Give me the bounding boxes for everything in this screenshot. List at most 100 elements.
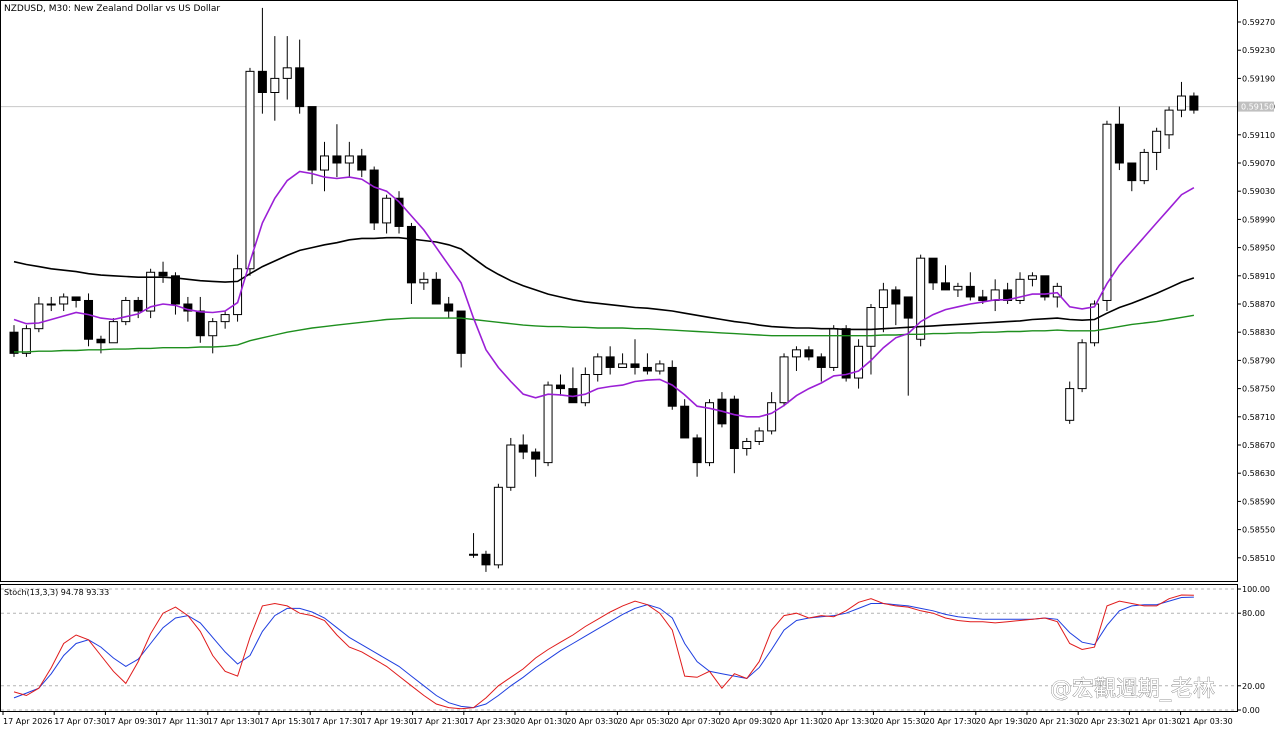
- bull-candle: [382, 197, 392, 224]
- bear-candle: [158, 271, 168, 277]
- price-tick-label: 0.59070: [1242, 159, 1275, 168]
- bull-candle: [1052, 285, 1062, 298]
- bull-candle: [282, 67, 292, 79]
- bull-candle: [754, 430, 764, 442]
- bull-candle: [543, 384, 553, 464]
- bear-candle: [170, 275, 180, 305]
- bear-candle: [1114, 123, 1124, 164]
- time-tick-label: 20 Apr 09:30: [720, 717, 772, 726]
- symbol-label: NZDUSD, M30: New Zealand Dollar vs US Do…: [4, 4, 220, 14]
- time-tick-label: 20 Apr 17:30: [925, 717, 977, 726]
- indicator-label: Stoch(13,3,3) 94.78 93.33: [4, 588, 109, 597]
- bear-candle: [1127, 162, 1137, 182]
- time-tick-label: 17 Apr 21:30: [413, 717, 465, 726]
- bear-candle: [729, 398, 739, 450]
- bear-candle: [531, 451, 541, 460]
- bear-candle: [965, 285, 975, 298]
- bull-candle: [618, 363, 628, 368]
- bear-candle: [444, 303, 454, 312]
- watermark: @宏觀週期_老林: [1050, 677, 1215, 702]
- price-tick-label: 0.59030: [1242, 187, 1275, 196]
- bear-candle: [928, 257, 938, 284]
- bull-candle: [655, 363, 665, 372]
- bear-candle: [295, 67, 305, 108]
- bull-candle: [580, 374, 590, 404]
- bull-candle: [59, 296, 69, 305]
- time-tick-label: 20 Apr 07:30: [669, 717, 721, 726]
- price-tick-label: 0.58910: [1242, 272, 1275, 281]
- bull-candle: [245, 70, 255, 270]
- bear-candle: [357, 155, 367, 171]
- time-tick-label: 17 Apr 15:30: [259, 717, 311, 726]
- bull-candle: [1102, 123, 1112, 301]
- price-tick-label: 0.58870: [1242, 300, 1275, 309]
- bull-candle: [791, 349, 801, 358]
- bull-candle: [419, 278, 429, 284]
- time-tick-label: 17 Apr 17:30: [310, 717, 362, 726]
- price-tick-label: 0.58590: [1242, 497, 1275, 506]
- ma-fast-line: [13, 170, 1195, 418]
- bull-candle: [270, 77, 280, 94]
- price-tick-label: 0.58950: [1242, 244, 1275, 253]
- bear-candle: [903, 296, 913, 319]
- moving-averages: [13, 170, 1195, 418]
- bear-candle: [1040, 275, 1050, 298]
- bull-candle: [593, 356, 603, 375]
- time-tick-label: 20 Apr 03:30: [566, 717, 618, 726]
- bull-candle: [469, 553, 479, 556]
- time-tick-label: 20 Apr 15:30: [873, 717, 925, 726]
- bear-candle: [96, 338, 106, 344]
- bear-candle: [692, 437, 702, 464]
- price-tick-label: 0.59270: [1242, 18, 1275, 27]
- stoch-signal-line: [13, 596, 1194, 709]
- price-label-bg: [1238, 101, 1274, 112]
- bull-candle: [1164, 109, 1174, 136]
- time-tick-label: 20 Apr 01:30: [515, 717, 567, 726]
- bear-candle: [941, 282, 950, 291]
- bear-candle: [369, 169, 379, 224]
- bull-candle: [121, 299, 131, 323]
- price-tick-label: 0.58790: [1242, 356, 1275, 365]
- price-tick-label: 0.59190: [1242, 74, 1275, 83]
- ma-long-line: [14, 314, 1195, 353]
- bear-candle: [518, 444, 528, 453]
- time-tick-label: 21 Apr 03:30: [1181, 717, 1233, 726]
- bear-candle: [394, 197, 404, 227]
- bull-candle: [1015, 278, 1025, 301]
- price-tick-label: 0.59110: [1242, 131, 1275, 140]
- bull-candle: [705, 402, 715, 464]
- bear-candle: [195, 310, 205, 337]
- bear-candle: [816, 356, 826, 368]
- bull-candle: [108, 321, 118, 344]
- stoch-levels: [1, 588, 1237, 711]
- bear-candle: [667, 366, 677, 407]
- time-tick-label: 20 Apr 21:30: [1027, 717, 1079, 726]
- bear-candle: [431, 278, 441, 305]
- bull-candle: [344, 155, 354, 164]
- price-tick-label: 0.58830: [1242, 328, 1275, 337]
- bear-candle: [680, 405, 690, 439]
- bear-candle: [71, 296, 81, 301]
- price-tick-label: 0.58670: [1242, 441, 1275, 450]
- stoch-tick-label: 0.00: [1242, 706, 1260, 715]
- price-tick-label: 0.59230: [1242, 46, 1275, 55]
- bear-candle: [406, 225, 416, 284]
- time-tick-label: 17 Apr 07:30: [54, 717, 106, 726]
- time-tick-label: 17 Apr 2026: [3, 717, 52, 726]
- bull-candle: [1065, 388, 1075, 421]
- current-price-line: 0.59150: [1, 101, 1274, 112]
- price-tick-label: 0.58510: [1242, 554, 1275, 563]
- stoch-tick-label: 80.00: [1242, 609, 1265, 618]
- bear-candle: [9, 331, 19, 354]
- bull-candle: [878, 289, 888, 309]
- time-tick-label: 17 Apr 19:30: [361, 717, 413, 726]
- bear-candle: [642, 366, 652, 372]
- price-tick-label: 0.58710: [1242, 413, 1275, 422]
- bear-candle: [978, 296, 988, 301]
- price-tick-label: 0.58990: [1242, 215, 1275, 224]
- bull-candle: [146, 271, 156, 312]
- bear-candle: [257, 70, 267, 93]
- bear-candle: [332, 155, 342, 164]
- time-tick-label: 20 Apr 13:30: [822, 717, 874, 726]
